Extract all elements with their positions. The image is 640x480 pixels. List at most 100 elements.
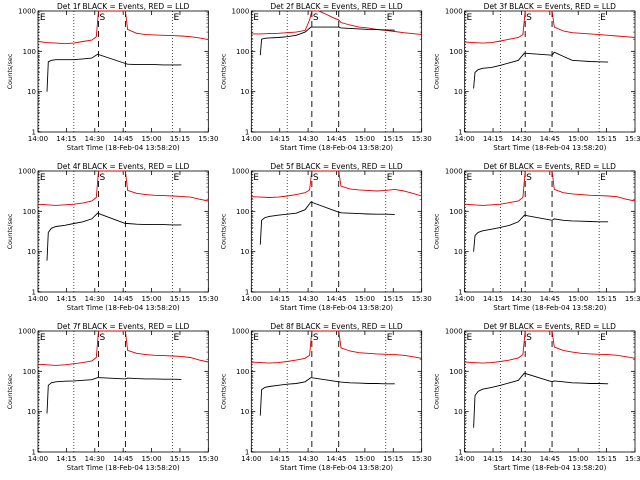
x-tick-label: 14:30	[298, 135, 318, 143]
x-tick-label: 14:00	[28, 135, 48, 143]
y-tick-label: 1000	[232, 8, 250, 16]
y-tick-label: 10	[454, 248, 463, 256]
plot-frame	[250, 330, 423, 453]
plot-frame	[464, 170, 636, 293]
y-tick-label: 10	[27, 88, 36, 96]
x-tick-label: 14:00	[455, 135, 475, 143]
y-tick-label: 100	[236, 48, 249, 56]
y-axis-label: Counts/sec	[219, 373, 227, 409]
series-events	[473, 51, 609, 89]
x-tick-label: 14:15	[483, 135, 503, 143]
marker-label-end: E	[600, 173, 606, 183]
series-events	[473, 214, 609, 252]
marker-label-end: E	[173, 13, 179, 23]
x-tick-label: 15:00	[568, 135, 588, 143]
panel-title: Det 3f BLACK = Events, RED = LLD	[484, 2, 617, 11]
x-tick-label: 15:00	[568, 295, 588, 303]
x-tick-label: 14:30	[85, 135, 105, 143]
x-tick-label: 14:00	[455, 455, 475, 463]
x-tick-label: 14:45	[113, 295, 133, 303]
x-tick-label: 14:00	[455, 295, 475, 303]
series-lld	[37, 170, 209, 206]
x-tick-label: 15:30	[198, 455, 218, 463]
y-tick-label: 10	[240, 88, 249, 96]
marker-label-start: E	[40, 333, 46, 343]
y-tick-label: 100	[236, 368, 249, 376]
x-tick-label: 14:45	[326, 135, 346, 143]
x-tick-label: 15:15	[170, 135, 190, 143]
y-tick-label: 100	[23, 208, 36, 216]
plot-frame	[37, 170, 209, 293]
series-events	[46, 53, 182, 92]
x-tick-label: 14:00	[28, 455, 48, 463]
marker-label-start: E	[253, 333, 259, 343]
x-tick-label: 14:45	[326, 455, 346, 463]
x-axis-label: Start Time (18-Feb-04 13:58:20)	[280, 144, 393, 152]
y-tick-label: 100	[23, 48, 36, 56]
series-lld	[37, 330, 209, 366]
x-tick-label: 14:45	[540, 455, 560, 463]
y-tick-label: 1	[458, 129, 462, 137]
panel-det-4: Det 4f BLACK = Events, RED = LLD 1 10 100 10…	[6, 162, 218, 312]
y-tick-label: 100	[449, 208, 462, 216]
marker-label-start: E	[467, 173, 473, 183]
marker-label-start: E	[40, 13, 46, 23]
x-tick-label: 15:00	[355, 455, 375, 463]
panel-det-7: Det 7f BLACK = Events, RED = LLD 1 10 100 10…	[6, 322, 218, 472]
series-lld	[464, 170, 636, 206]
x-tick-label: 15:15	[383, 295, 403, 303]
marker-label-end: E	[173, 173, 179, 183]
marker-label-saa: S	[100, 13, 106, 23]
y-axis-label: Counts/sec	[219, 213, 227, 249]
x-tick-label: 14:45	[540, 135, 560, 143]
y-tick-label: 1000	[232, 328, 250, 336]
x-tick-label: 15:15	[170, 455, 190, 463]
panel-det-3: Det 3f BLACK = Events, RED = LLD 1 10 100 10…	[433, 2, 640, 152]
series-lld	[251, 10, 422, 36]
y-axis-label: Counts/sec	[6, 53, 14, 89]
x-axis-label: Start Time (18-Feb-04 13:58:20)	[67, 304, 180, 312]
x-tick-label: 14:15	[483, 295, 503, 303]
x-tick-label: 15:15	[383, 455, 403, 463]
marker-label-saa: S	[526, 333, 532, 343]
x-axis-label: Start Time (18-Feb-04 13:58:20)	[67, 144, 180, 152]
x-tick-label: 15:00	[141, 295, 161, 303]
y-axis-label: Counts/sec	[6, 373, 14, 409]
y-tick-label: 1000	[445, 8, 463, 16]
panel-det-1: Det 1f BLACK = Events, RED = LLD 1 10 100 10…	[6, 2, 218, 152]
y-tick-label: 100	[449, 368, 462, 376]
x-tick-label: 15:30	[412, 295, 432, 303]
x-tick-label: 14:15	[270, 135, 290, 143]
x-axis-label: Start Time (18-Feb-04 13:58:20)	[280, 464, 393, 472]
panel-title: Det 6f BLACK = Events, RED = LLD	[484, 162, 617, 171]
y-tick-label: 1	[32, 289, 36, 297]
panel-title: Det 8f BLACK = Events, RED = LLD	[270, 322, 403, 331]
x-tick-label: 14:45	[113, 135, 133, 143]
marker-label-start: E	[253, 173, 259, 183]
marker-label-end: E	[173, 333, 179, 343]
marker-label-saa: S	[313, 333, 319, 343]
marker-label-start: E	[253, 13, 259, 23]
y-tick-label: 100	[23, 368, 36, 376]
series-lld	[251, 330, 422, 364]
panel-det-5: Det 5f BLACK = Events, RED = LLD 1 10 100 10…	[219, 162, 431, 312]
x-tick-label: 15:00	[355, 135, 375, 143]
marker-label-saa: S	[100, 173, 106, 183]
x-tick-label: 14:15	[56, 135, 76, 143]
x-tick-label: 15:00	[141, 455, 161, 463]
x-axis-label: Start Time (18-Feb-04 13:58:20)	[493, 464, 606, 472]
x-tick-label: 14:30	[85, 455, 105, 463]
y-tick-label: 10	[454, 408, 463, 416]
series-events	[259, 201, 395, 245]
plot-frame	[250, 170, 423, 293]
panel-det-8: Det 8f BLACK = Events, RED = LLD 1 10 100 10…	[219, 322, 431, 472]
panel-det-9: Det 9f BLACK = Events, RED = LLD 1 10 100 10…	[433, 322, 640, 472]
y-tick-label: 1	[458, 449, 462, 457]
x-tick-label: 14:45	[540, 295, 560, 303]
y-axis-label: Counts/sec	[6, 213, 14, 249]
y-tick-label: 100	[236, 208, 249, 216]
y-tick-label: 10	[240, 248, 249, 256]
x-tick-label: 15:30	[198, 295, 218, 303]
x-tick-label: 14:30	[85, 295, 105, 303]
x-tick-label: 15:15	[597, 295, 617, 303]
